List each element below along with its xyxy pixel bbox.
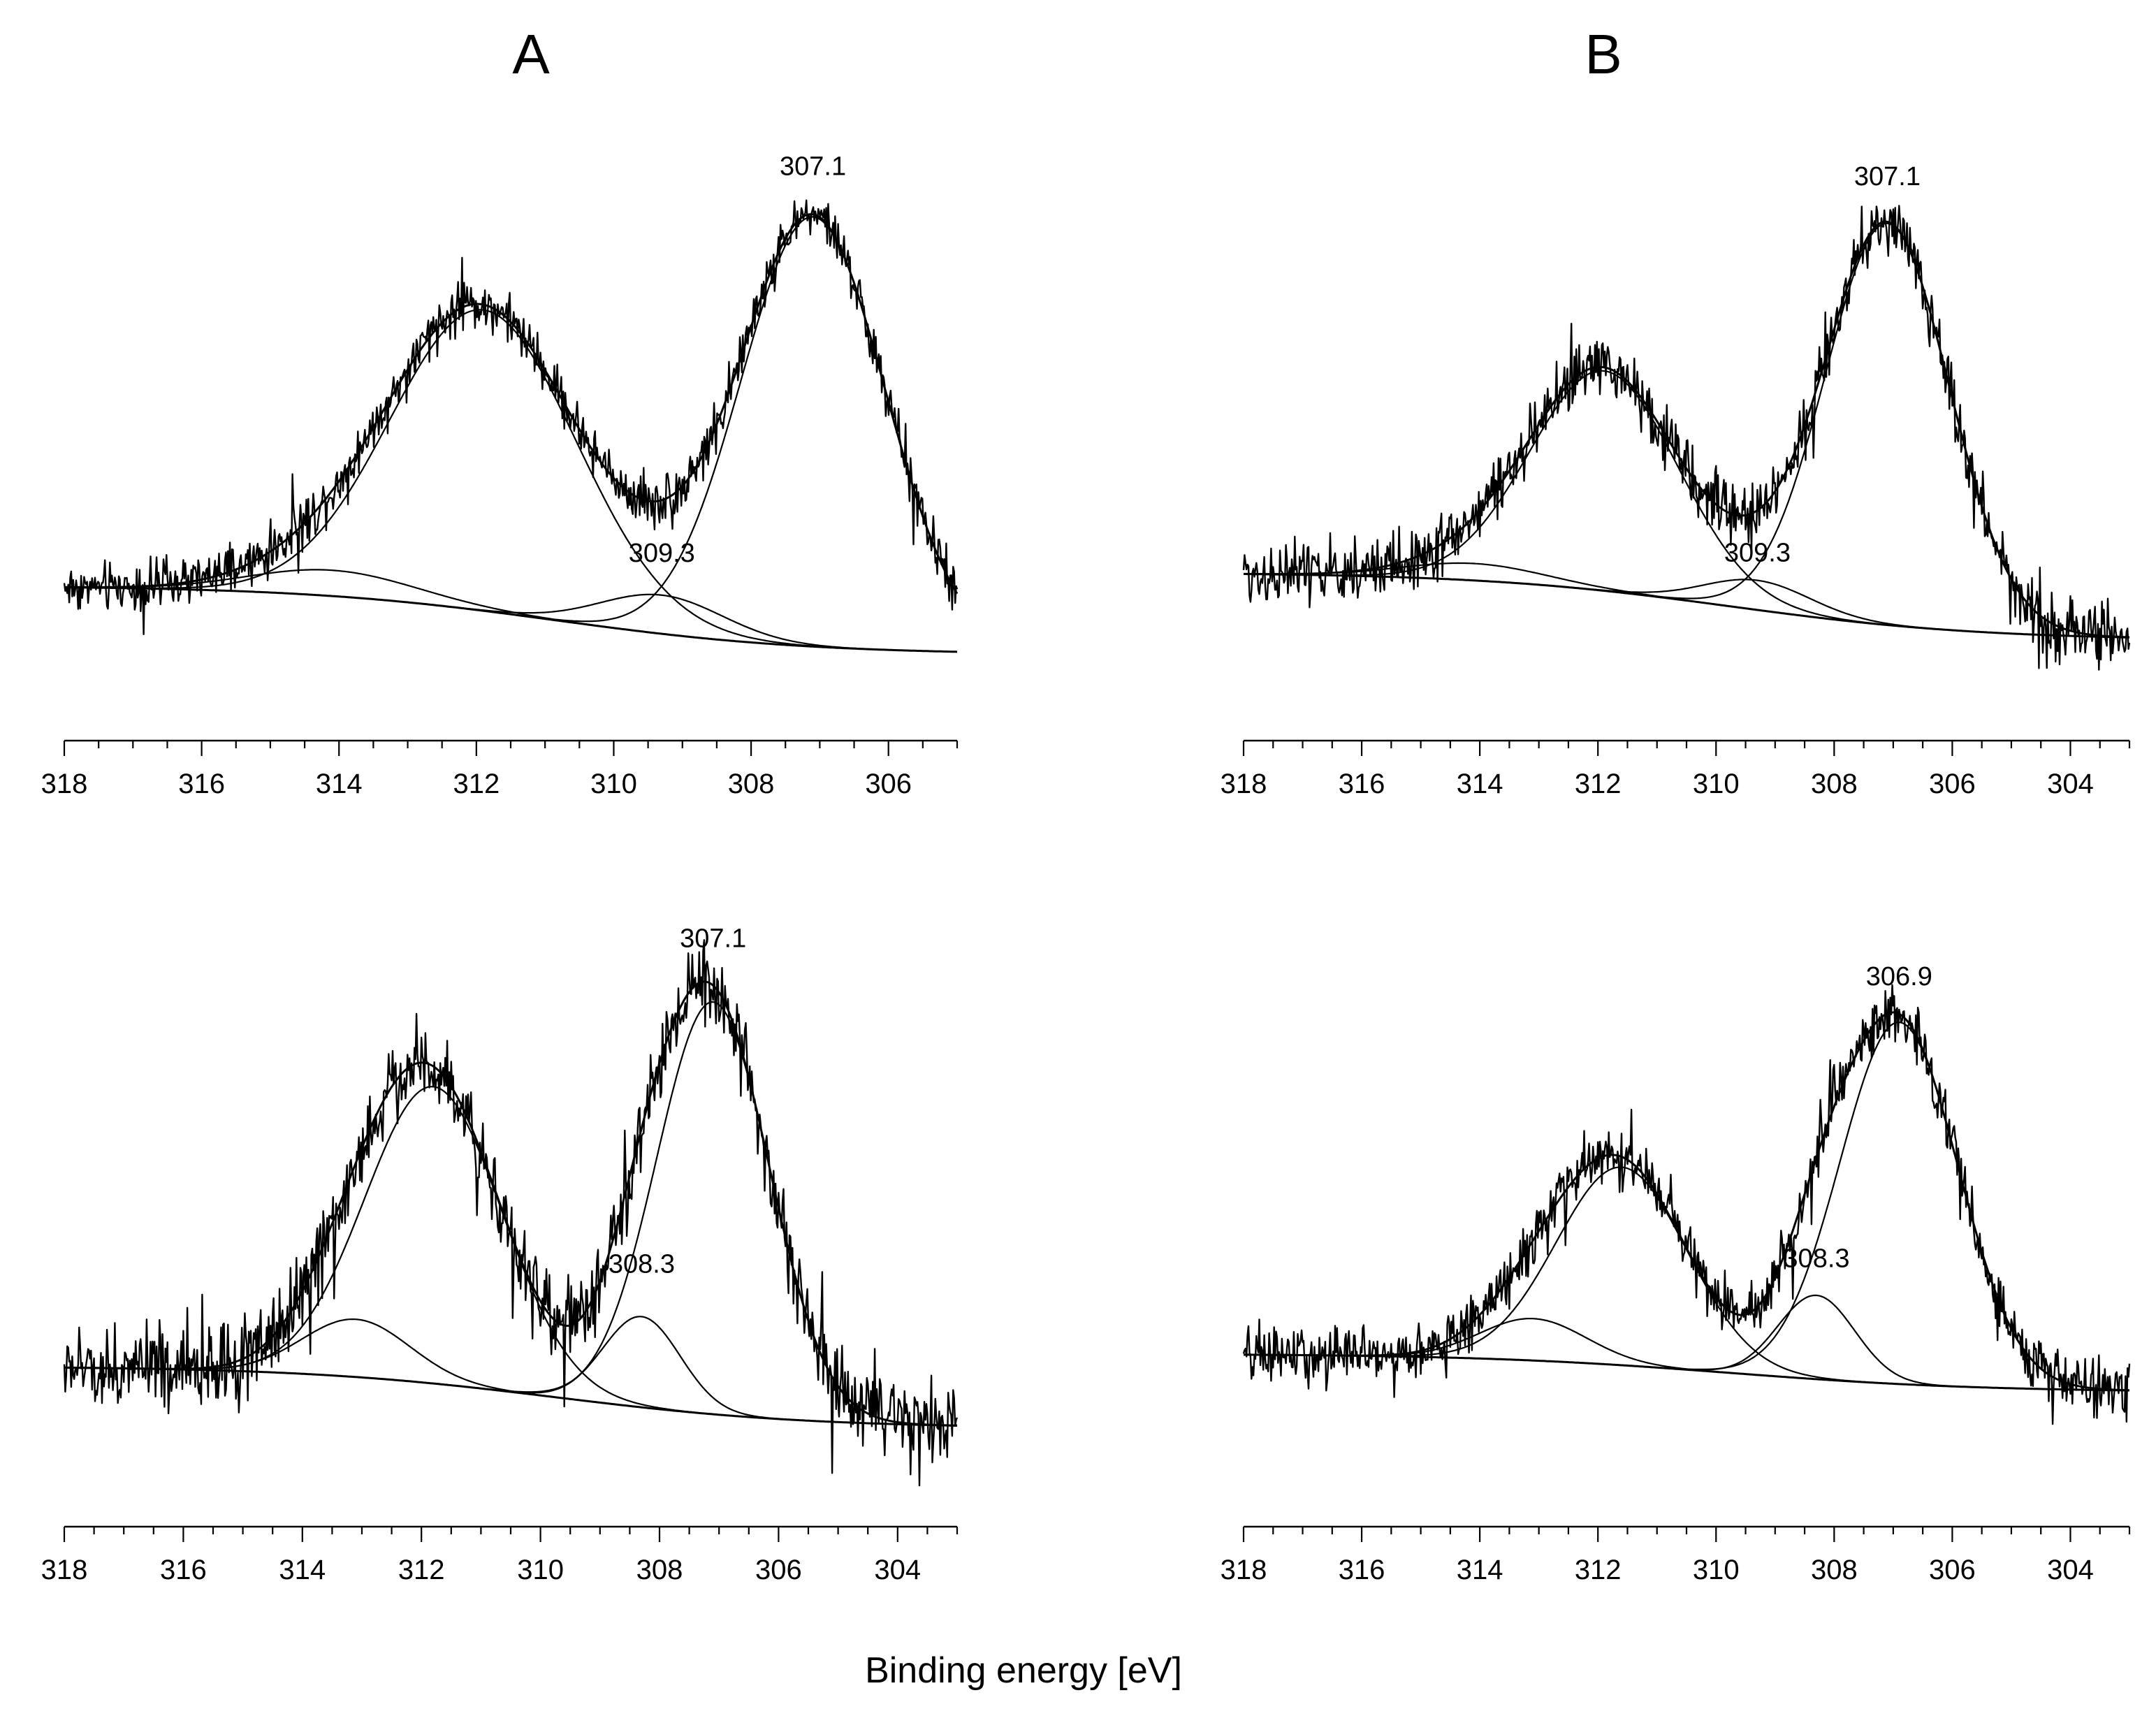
- raw-spectrum: [1242, 984, 2131, 1425]
- component-second-peak: [1244, 370, 2129, 639]
- x-tick-label: 308: [728, 769, 775, 799]
- x-tick-label: 306: [755, 1555, 802, 1585]
- peak-annotation: 307.1: [680, 924, 746, 954]
- x-axis-label: Binding energy [eV]: [865, 1650, 1182, 1691]
- peak-annotation: 309.3: [629, 539, 695, 568]
- x-tick-label: 318: [41, 769, 88, 799]
- peak-annotation: 309.3: [1724, 538, 1791, 567]
- x-tick-label: 316: [1339, 769, 1385, 799]
- peak-annotation: 306.9: [1866, 962, 1932, 991]
- x-tick-label: 304: [874, 1555, 921, 1585]
- x-tick-label: 306: [1929, 769, 1976, 799]
- x-tick-label: 306: [865, 769, 912, 799]
- peak-annotation: 307.1: [1854, 162, 1921, 191]
- raw-spectrum: [63, 939, 959, 1487]
- panel-b-bottom: 318 316 314 312 310 308 306 304 306.9 308.3: [1221, 962, 2131, 1585]
- x-tick-label: 316: [160, 1555, 207, 1585]
- x-tick-label: 306: [1929, 1555, 1976, 1585]
- x-tick-label: 310: [590, 769, 637, 799]
- peak-annotation: 307.1: [780, 152, 846, 181]
- x-tick-label: 314: [316, 769, 363, 799]
- raw-spectrum: [1242, 205, 2131, 671]
- x-tick-label: 318: [1221, 1555, 1267, 1585]
- x-tick-label: 308: [636, 1555, 683, 1585]
- column-title-b: B: [1585, 23, 1622, 85]
- x-tick-label: 310: [517, 1555, 564, 1585]
- panel-a-bottom: 318 316 314 312 310 308 306 304 307.1 308.3: [41, 924, 959, 1585]
- x-tick-label: 310: [1693, 769, 1740, 799]
- x-tick-label: 308: [1811, 769, 1858, 799]
- fit-envelope: [64, 213, 959, 595]
- x-tick-label: 316: [1339, 1555, 1385, 1585]
- x-tick-label: 318: [41, 1555, 88, 1585]
- x-tick-label: 312: [453, 769, 500, 799]
- raw-spectrum: [63, 199, 959, 635]
- x-tick-label: 314: [1457, 1555, 1503, 1585]
- x-tick-label: 318: [1221, 769, 1267, 799]
- x-tick-label: 304: [2047, 769, 2094, 799]
- x-tick-label: 304: [2047, 1555, 2094, 1585]
- x-tick-label: 314: [279, 1555, 326, 1585]
- panel-b-top: 318 316 314 312 310 308 306 304 307.1 309.3: [1221, 162, 2131, 799]
- peak-annotation: 308.3: [609, 1250, 675, 1279]
- x-tick-label: 312: [1575, 769, 1622, 799]
- component-main-peak: [1244, 1021, 2130, 1391]
- x-tick-label: 312: [398, 1555, 445, 1585]
- column-title-a: A: [512, 23, 550, 85]
- x-tick-label: 310: [1693, 1555, 1740, 1585]
- x-tick-label: 314: [1457, 769, 1503, 799]
- fit-envelope: [1244, 1011, 2130, 1392]
- component-satellite-1: [64, 586, 958, 653]
- peak-annotation: 308.3: [1783, 1244, 1849, 1273]
- x-tick-label: 312: [1575, 1555, 1622, 1585]
- x-tick-label: 316: [178, 769, 225, 799]
- x-tick-label: 308: [1811, 1555, 1858, 1585]
- background-curve: [64, 586, 958, 653]
- component-second-peak: [64, 309, 958, 653]
- panel-a-top: 318 316 314 312 310 308 306 307.1 309.3: [41, 152, 959, 799]
